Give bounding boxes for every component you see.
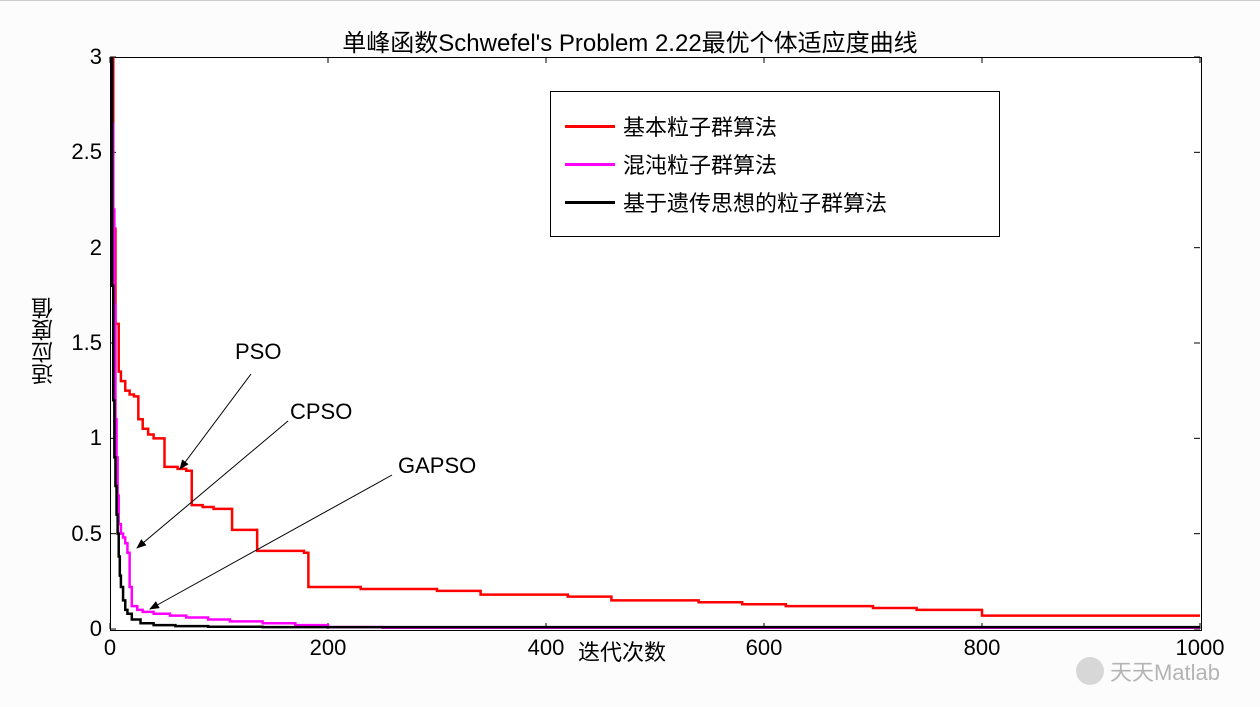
legend-swatch [565, 163, 615, 166]
pso-anno-label: PSO [235, 339, 281, 365]
ytick-label: 0 [52, 616, 102, 642]
chart-container: 单峰函数Schwefel's Problem 2.22最优个体适应度曲线 适应度… [0, 0, 1260, 707]
xtick-label: 800 [952, 635, 1012, 661]
xtick-label: 200 [298, 635, 358, 661]
xtick-label: 400 [516, 635, 576, 661]
legend-label: 混沌粒子群算法 [623, 148, 777, 180]
ytick-label: 2 [52, 235, 102, 261]
legend-label: 基本粒子群算法 [623, 110, 777, 142]
ytick-label: 1 [52, 425, 102, 451]
xtick-label: 1000 [1170, 635, 1230, 661]
cpso-anno-arrow [137, 421, 288, 548]
legend-swatch [565, 201, 615, 204]
legend-item-cpso: 混沌粒子群算法 [565, 148, 985, 180]
x-axis-label: 迭代次数 [578, 635, 666, 667]
legend-item-pso: 基本粒子群算法 [565, 110, 985, 142]
ytick-label: 0.5 [52, 521, 102, 547]
xtick-label: 600 [734, 635, 794, 661]
wechat-icon [1076, 657, 1104, 685]
gapso-anno-arrow [150, 475, 392, 609]
cpso-anno-label: CPSO [290, 399, 352, 425]
gapso-anno-label: GAPSO [398, 453, 476, 479]
ytick-label: 2.5 [52, 139, 102, 165]
pso-anno-arrow [180, 374, 251, 469]
ytick-label: 3 [52, 44, 102, 70]
legend-swatch [565, 125, 615, 128]
ytick-label: 1.5 [52, 330, 102, 356]
legend-item-gapso: 基于遗传思想的粒子群算法 [565, 186, 985, 218]
legend: 基本粒子群算法混沌粒子群算法基于遗传思想的粒子群算法 [550, 91, 1000, 237]
legend-label: 基于遗传思想的粒子群算法 [623, 186, 887, 218]
